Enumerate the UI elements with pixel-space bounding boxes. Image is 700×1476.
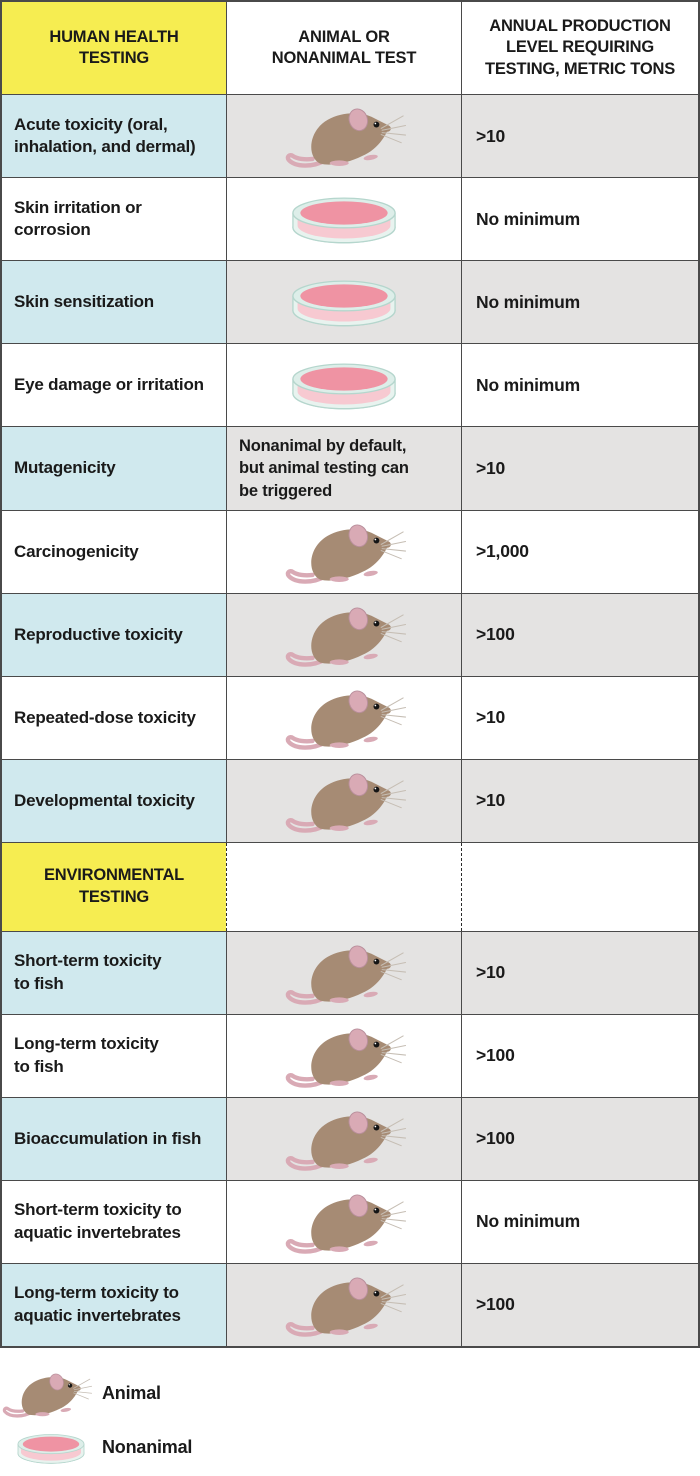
method-cell [226,1180,461,1263]
table-row: Skin sensitization No minimum [2,260,698,343]
method-cell [226,1014,461,1097]
legend-item-nonanimal: Nonanimal [0,1430,700,1466]
mouse-icon [282,103,406,169]
method-cell [226,676,461,759]
method-cell [226,95,461,177]
section-row-environmental-testing: ENVIRONMENTAL TESTING [2,841,698,931]
method-cell [226,1263,461,1346]
legend-icon-box [0,1430,92,1466]
legend-label-animal: Animal [102,1383,161,1404]
test-name: Skin irritation or corrosion [14,197,142,239]
legend-label-nonanimal: Nonanimal [102,1437,193,1458]
method-cell [226,1097,461,1180]
section-title: ENVIRONMENTAL TESTING [2,842,226,931]
table-row: Short-term toxicity to fish >10 [2,930,698,1014]
threshold-value: >10 [461,427,698,510]
table-row: Eye damage or irritation No minimum [2,343,698,426]
mouse-icon [282,685,406,751]
mouse-icon [282,1189,406,1255]
petri-dish-icon [17,1433,85,1464]
test-name: Short-term toxicity to aquatic invertebr… [14,1200,182,1242]
test-name: Mutagenicity [2,427,226,510]
method-cell [226,593,461,676]
method-cell: Nonanimal by default, but animal testing… [226,427,461,510]
column-header-animal-or-nonanimal-test: ANIMAL OR NONANIMAL TEST [226,2,461,94]
method-cell [226,344,461,426]
test-name: Repeated-dose toxicity [14,707,196,727]
empty-cell [226,842,461,931]
threshold-value: >100 [461,593,698,676]
column-header-annual-production-level: ANNUAL PRODUCTION LEVEL REQUIRING TESTIN… [461,2,698,94]
mouse-icon [282,1272,406,1338]
threshold-value: >100 [461,1014,698,1097]
mouse-icon [282,768,406,834]
legend-item-animal: Animal [0,1368,700,1420]
threshold-value: >10 [461,95,698,177]
threshold-value: >1,000 [461,510,698,593]
petri-dish-icon [292,197,396,244]
mouse-icon [282,602,406,668]
table-row: Bioaccumulation in fish >100 [2,1096,698,1180]
table-row: Long-term toxicity to fish >100 [2,1013,698,1097]
table-row: Short-term toxicity to aquatic invertebr… [2,1179,698,1263]
testing-requirements-table: HUMAN HEALTH TESTING ANIMAL OR NONANIMAL… [0,0,700,1348]
test-name: Acute toxicity (oral, inhalation, and de… [2,95,226,177]
method-cell [226,759,461,842]
threshold-value: >100 [461,1097,698,1180]
test-name: Short-term toxicity to fish [2,931,226,1014]
method-note: Nonanimal by default, but animal testing… [239,437,409,500]
column-header-human-health-testing: HUMAN HEALTH TESTING [2,2,226,94]
legend-icon-box [0,1368,92,1420]
threshold-value: No minimum [461,1180,698,1263]
test-name: Long-term toxicity to aquatic invertebra… [2,1263,226,1346]
legend: Animal Nonanimal [0,1368,700,1466]
petri-dish-icon [292,280,396,327]
threshold-value: >10 [461,676,698,759]
test-name: Long-term toxicity to fish [14,1034,159,1076]
mouse-icon [282,1106,406,1172]
threshold-value: No minimum [461,261,698,343]
test-name: Eye damage or irritation [14,374,204,394]
table-row: Skin irritation or corrosion No minimum [2,177,698,260]
mouse-icon [282,519,406,585]
table-row: Mutagenicity Nonanimal by default, but a… [2,426,698,510]
petri-dish-icon [292,363,396,410]
method-cell [226,931,461,1014]
header-row: HUMAN HEALTH TESTING ANIMAL OR NONANIMAL… [2,2,698,94]
mouse-icon [2,1370,92,1418]
threshold-value: >100 [461,1263,698,1346]
table-row: Acute toxicity (oral, inhalation, and de… [2,94,698,177]
empty-cell [461,842,698,931]
test-name: Carcinogenicity [14,541,139,561]
threshold-value: >10 [461,759,698,842]
threshold-value: >10 [461,931,698,1014]
method-cell [226,261,461,343]
mouse-icon [282,1023,406,1089]
test-name: Developmental toxicity [2,759,226,842]
threshold-value: No minimum [461,178,698,260]
method-cell [226,510,461,593]
test-name: Skin sensitization [2,261,226,343]
test-name: Reproductive toxicity [2,593,226,676]
table-row: Developmental toxicity >10 [2,758,698,842]
threshold-value: No minimum [461,344,698,426]
table-row: Carcinogenicity >1,000 [2,509,698,593]
method-cell [226,178,461,260]
table-row: Reproductive toxicity >100 [2,592,698,676]
mouse-icon [282,940,406,1006]
table-row: Repeated-dose toxicity >10 [2,675,698,759]
test-name: Bioaccumulation in fish [2,1097,226,1180]
table-row: Long-term toxicity to aquatic invertebra… [2,1262,698,1346]
